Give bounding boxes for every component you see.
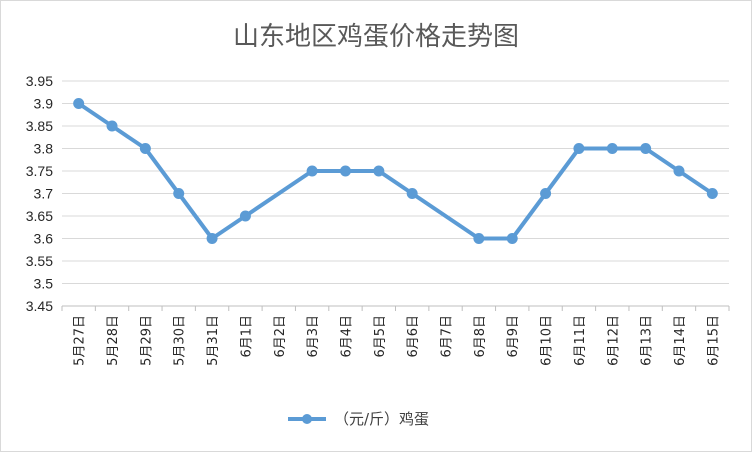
legend-label: （元/斤）鸡蛋 [334,410,429,428]
data-point [173,188,185,199]
y-tick-label: 3.65 [26,208,53,224]
y-tick-label: 3.8 [34,141,54,157]
data-point [106,120,118,132]
data-point [73,98,85,109]
data-point [339,165,351,177]
x-tick-label: 6月13日 [640,315,655,366]
grid-lines [62,80,729,307]
y-axis-ticks: 3.45 3.5 3.55 3.6 3.65 3.7 3.75 3.8 3.85 3.9 3.95 [26,73,53,314]
data-point [506,233,518,244]
data-point [373,165,385,177]
x-tick-label: 6月5日 [373,315,388,358]
y-tick-label: 3.75 [26,163,53,179]
data-point [406,188,418,199]
chart-title: 山东地区鸡蛋价格走势图 [233,22,519,52]
data-point [139,143,151,154]
x-tick-label: 5月27日 [73,315,88,366]
x-tick-label: 6月8日 [473,315,488,358]
x-tick-label: 6月15日 [706,315,721,366]
x-tick-label: 5月29日 [139,315,154,366]
y-tick-label: 3.55 [26,253,53,269]
series-line [76,101,715,241]
x-tick-label: 6月9日 [506,315,521,358]
plot-area [73,98,718,244]
x-tick-label: 6月12日 [606,315,621,366]
x-tick-label: 5月28日 [106,315,121,366]
x-tick-label: 6月7日 [440,315,455,358]
legend: （元/斤）鸡蛋 [288,410,429,428]
data-point [640,143,652,154]
x-tick-label: 6月1日 [239,315,254,358]
data-point [706,188,718,199]
x-tick-label: 5月30日 [173,315,188,366]
legend-point-marker [302,414,312,424]
data-point [473,233,485,244]
x-tick-label: 6月6日 [406,315,421,358]
y-tick-label: 3.45 [26,298,53,314]
y-tick-label: 3.9 [34,96,54,112]
x-axis-ticks: 5月27日 5月28日 5月29日 5月30日 5月31日 6月1日 6月2日 6月3日 6月4… [61,306,730,366]
data-point [206,233,218,244]
x-tick-label: 6月3日 [306,315,321,358]
x-tick-label: 6月4日 [339,315,354,358]
x-tick-label: 6月10日 [540,315,555,366]
y-tick-label: 3.85 [26,118,53,134]
data-point [606,143,618,154]
data-point [573,143,585,154]
y-tick-label: 3.6 [34,231,54,247]
y-tick-label: 3.95 [26,73,53,89]
data-point [239,210,251,222]
data-point [540,188,552,199]
data-point [306,165,318,177]
x-tick-label: 6月11日 [573,315,588,366]
y-tick-label: 3.5 [34,276,54,292]
y-tick-label: 3.7 [34,186,54,202]
x-tick-label: 6月14日 [673,315,688,366]
x-tick-label: 5月31日 [206,315,221,366]
data-point [673,165,685,177]
x-tick-label: 6月2日 [273,315,288,358]
